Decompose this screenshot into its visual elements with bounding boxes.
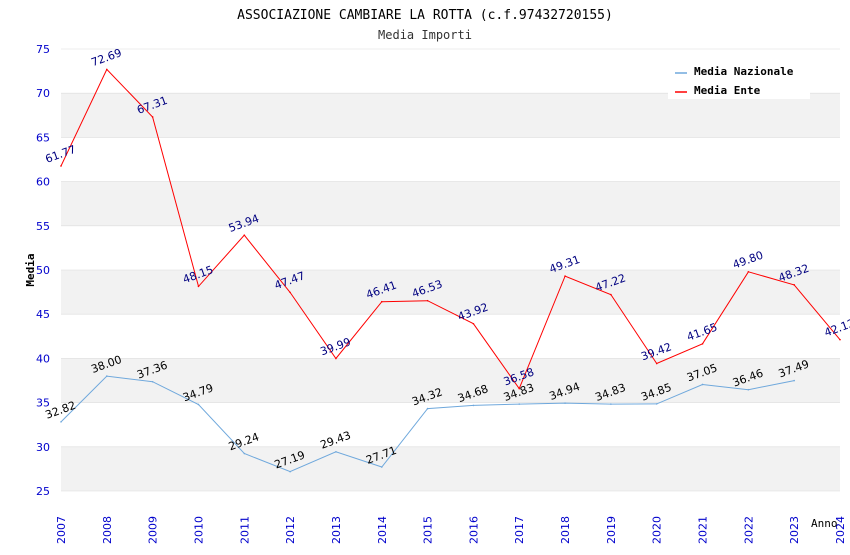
data-point [151,380,154,383]
data-point [655,403,658,405]
data-point [518,403,521,405]
data-label: 61.77 [44,143,78,166]
x-tick-label: 2018 [559,516,572,544]
data-point [151,116,154,118]
data-point [335,357,337,360]
x-tick-label: 2013 [330,516,343,544]
grid-band [61,270,840,315]
x-tick-label: 2017 [513,516,526,544]
data-point [564,402,566,404]
y-tick-label: 30 [36,441,50,454]
data-point [472,404,475,407]
data-point [793,379,795,382]
x-tick-label: 2007 [55,516,68,544]
chart-subtitle: Media Importi [378,28,472,42]
series-line [60,68,841,390]
grid-band [61,181,840,226]
data-point [747,270,750,273]
data-label: 41.65 [685,321,719,344]
data-point [106,375,108,377]
y-axis-label: Media [24,253,37,286]
x-tick-label: 2011 [238,516,251,544]
data-point [610,403,612,405]
data-point [472,322,475,325]
x-tick-label: 2014 [376,516,389,544]
data-point [793,284,795,286]
data-point [243,452,246,455]
x-tick-label: 2021 [697,516,710,544]
data-point [747,388,750,391]
data-label: 42.12 [823,316,850,339]
y-tick-label: 60 [36,176,50,189]
y-tick-label: 35 [36,397,50,410]
x-tick-label: 2019 [605,516,618,544]
data-point [655,362,658,365]
x-axis-ticks: 2007 2008 2009 2010 2011 2012 2013 2014 2015 2016… [55,516,847,544]
data-point [564,275,566,277]
data-point [60,421,62,423]
grid-band [61,446,840,491]
chart-title: ASSOCIAZIONE CAMBIARE LA ROTTA (c.f.9743… [237,8,613,23]
legend-label-nazionale: Media Nazionale [694,65,794,78]
y-tick-label: 75 [36,43,50,56]
data-point [701,383,704,386]
legend-label-ente: Media Ente [694,84,761,97]
data-point [426,407,429,410]
data-point [197,403,200,406]
x-tick-label: 2024 [834,516,847,544]
data-label: 39.99 [319,335,353,358]
grid-band [61,358,840,403]
x-tick-label: 2022 [742,516,755,544]
data-point [610,293,612,296]
x-tick-label: 2016 [467,516,480,544]
grid-band [61,93,840,138]
data-point [106,68,108,71]
x-tick-label: 2015 [422,516,435,544]
data-point [335,451,337,453]
legend: Media Nazionale Media Ente [668,59,810,99]
x-tick-label: 2010 [192,516,205,544]
data-point [197,285,200,288]
y-tick-label: 70 [36,87,50,100]
data-point [380,300,383,303]
data-point [426,299,429,302]
data-point [289,470,291,473]
legend-box [668,59,810,99]
series-lines [60,68,841,473]
data-point [60,165,62,167]
x-tick-label: 2020 [651,516,664,544]
x-tick-label: 2023 [788,516,801,544]
x-tick-label: 2009 [147,516,160,544]
y-tick-label: 65 [36,131,50,144]
grid-bands [61,48,840,492]
data-point [243,234,246,236]
y-tick-label: 45 [36,308,50,321]
x-tick-label: 2008 [101,516,114,544]
data-point [289,291,291,294]
data-point [839,338,841,341]
x-tick-label: 2012 [284,516,297,544]
y-tick-label: 25 [36,485,50,498]
y-tick-label: 40 [36,352,50,365]
data-point [701,343,704,345]
x-axis-label: Anno [811,517,838,530]
y-axis-ticks: 25 30 35 40 45 50 55 60 65 70 75 [36,43,50,498]
y-tick-label: 50 [36,264,50,277]
data-label: 49.80 [731,249,765,272]
data-label: 72.69 [89,46,123,69]
data-point [518,387,521,390]
y-tick-label: 55 [36,220,50,233]
data-point [380,466,383,468]
